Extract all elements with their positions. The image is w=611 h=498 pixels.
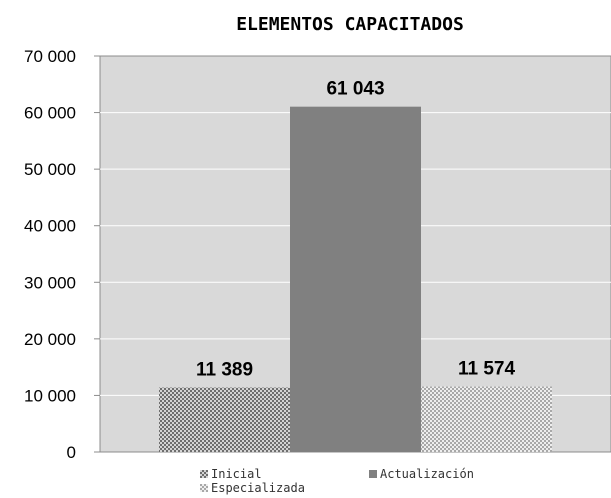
y-axis: 0 10 000 20 000 30 000 40 000 50 000 60 000 70 …	[24, 47, 100, 462]
legend-label: Actualización	[380, 467, 474, 481]
y-tick-label: 60 000	[24, 104, 76, 123]
y-tick-label: 30 000	[24, 273, 76, 292]
y-tick-label: 0	[67, 443, 76, 462]
y-tick-label: 40 000	[24, 217, 76, 236]
legend-swatch	[200, 484, 208, 492]
y-tick-label: 70 000	[24, 47, 76, 66]
bar-inicial	[159, 387, 290, 452]
bar-especializada	[421, 386, 552, 452]
data-label: 11 389	[196, 360, 253, 381]
y-tick-label: 50 000	[24, 160, 76, 179]
bars	[159, 106, 552, 453]
data-labels: 11 389 61 043 11 574	[196, 79, 515, 381]
data-label: 11 574	[458, 359, 515, 380]
legend-swatch	[369, 470, 377, 478]
bar-actualizaci-n	[290, 106, 421, 453]
legend-swatch	[200, 470, 208, 478]
legend-label: Inicial	[211, 467, 262, 481]
legend-label: Especializada	[211, 481, 305, 495]
legend: Inicial Actualización Especializada	[200, 467, 474, 495]
data-label: 61 043	[326, 79, 384, 100]
y-tick-label: 20 000	[24, 330, 76, 349]
chart-title: ELEMENTOS CAPACITADOS	[236, 14, 464, 35]
y-tick-label: 10 000	[24, 386, 76, 405]
